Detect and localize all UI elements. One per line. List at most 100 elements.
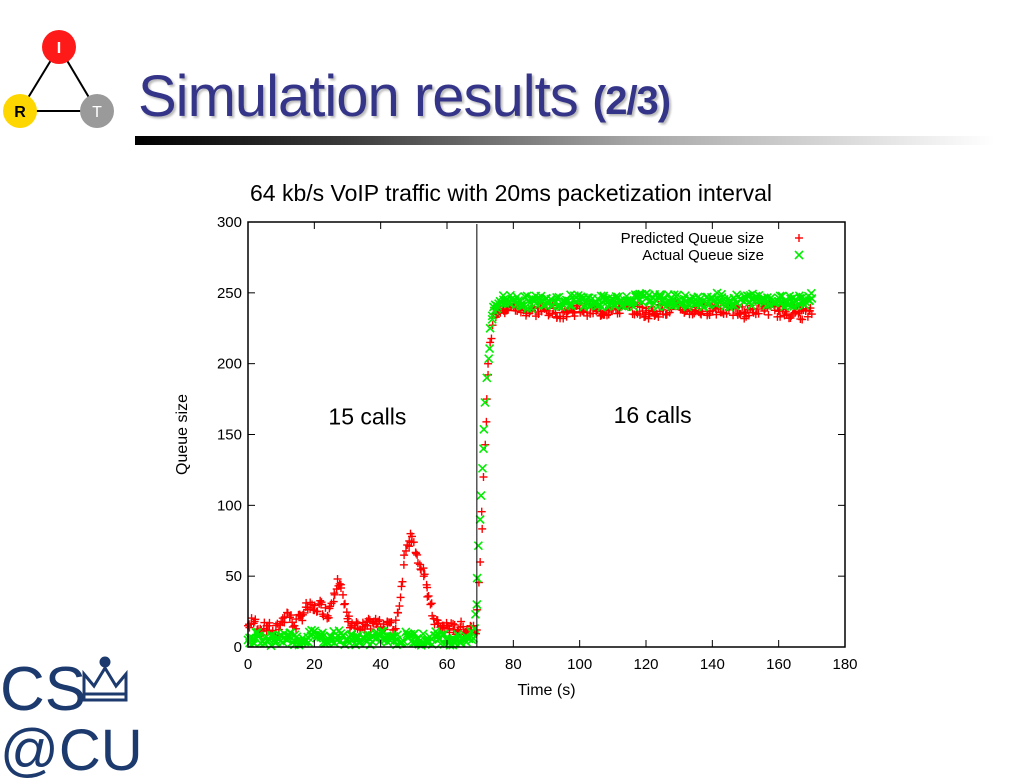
data-point — [503, 306, 512, 315]
data-point — [479, 424, 489, 434]
y-tick-label: 300 — [217, 214, 242, 231]
data-point — [751, 291, 761, 301]
data-point — [418, 629, 428, 639]
data-point — [249, 619, 258, 628]
data-point — [478, 524, 487, 533]
data-point — [439, 629, 449, 639]
data-point — [409, 629, 419, 639]
data-point — [457, 617, 466, 626]
y-tick-label: 100 — [217, 497, 242, 514]
data-point — [324, 613, 333, 622]
data-point — [386, 618, 395, 627]
data-point — [344, 617, 353, 626]
irt-logo: I R T — [3, 30, 114, 128]
data-point — [787, 312, 796, 321]
data-point — [391, 624, 400, 633]
data-point — [450, 620, 459, 629]
data-point — [245, 623, 254, 632]
data-point — [353, 619, 362, 628]
data-point — [426, 600, 435, 609]
data-point — [419, 572, 428, 581]
data-point — [333, 575, 342, 583]
x-tick-label: 20 — [306, 656, 323, 673]
x-axis-label: Time (s) — [517, 682, 575, 699]
data-point — [267, 630, 278, 640]
data-point — [744, 311, 753, 320]
data-point — [375, 615, 384, 624]
data-point — [777, 291, 787, 301]
data-point — [412, 549, 421, 558]
logo-node-top — [42, 30, 76, 64]
x-tick-label: 180 — [832, 656, 857, 673]
axis-ticks: 0 20 40 60 80 100 120 140 160 180 0 50 100 150 200 250 3… — [217, 214, 858, 673]
data-point — [251, 615, 260, 624]
data-point — [484, 370, 493, 379]
logo-letter-left: R — [14, 104, 26, 121]
data-point — [344, 612, 353, 621]
data-point — [292, 615, 301, 624]
data-point — [602, 311, 611, 320]
data-point — [807, 310, 816, 319]
data-point — [427, 599, 436, 608]
data-point — [479, 473, 488, 481]
data-point — [330, 590, 339, 599]
x-tick-label: 160 — [766, 656, 791, 673]
data-point — [559, 314, 568, 323]
data-point — [303, 637, 314, 647]
data-point — [468, 633, 479, 644]
legend-label-predicted: Predicted Queue size — [621, 230, 764, 247]
legend: Predicted Queue size Actual Queue size — [621, 230, 804, 264]
data-point — [340, 599, 349, 608]
logo-text-cs: CS — [0, 655, 86, 724]
data-point — [478, 444, 489, 454]
data-point — [484, 354, 494, 364]
data-point — [476, 558, 485, 566]
data-point — [387, 631, 397, 641]
data-point — [338, 590, 347, 599]
data-point — [602, 302, 613, 312]
data-point — [484, 359, 493, 368]
y-axis-label: Queue size — [174, 394, 191, 475]
data-point — [726, 300, 736, 310]
data-point — [754, 309, 763, 318]
x-tick-label: 40 — [372, 656, 389, 673]
data-point — [485, 323, 495, 333]
logo-text-at-cu: @CU — [0, 718, 140, 780]
data-point — [476, 491, 486, 501]
logo-node-left — [3, 94, 37, 128]
data-point — [329, 597, 338, 606]
data-point — [423, 583, 432, 592]
data-point — [399, 560, 408, 569]
data-point — [413, 550, 422, 559]
data-point — [364, 614, 373, 623]
data-point — [397, 582, 406, 591]
data-point — [323, 611, 332, 620]
data-point — [298, 610, 307, 619]
data-point — [523, 303, 533, 314]
x-tick-label: 80 — [505, 656, 522, 673]
logo-letter-top: I — [57, 40, 61, 57]
data-point — [396, 593, 405, 602]
data-point — [470, 609, 481, 619]
data-point — [310, 601, 319, 610]
legend-marker-predicted — [795, 234, 803, 242]
legend-marker-actual — [794, 250, 804, 260]
data-point — [482, 373, 492, 383]
data-point — [407, 532, 416, 541]
x-tick-label: 120 — [633, 656, 658, 673]
data-point — [421, 637, 432, 647]
data-point — [610, 299, 620, 309]
data-point — [395, 602, 404, 611]
data-point — [403, 541, 412, 549]
data-point — [265, 618, 274, 627]
data-point — [419, 564, 428, 573]
data-point — [286, 611, 295, 620]
data-point — [486, 338, 495, 347]
chart-title: 64 kb/s VoIP traffic with 20ms packetiza… — [250, 180, 773, 206]
slide-title-main: Simulation results — [138, 64, 579, 129]
title-divider — [135, 136, 995, 145]
data-point — [644, 314, 653, 323]
data-point — [423, 592, 432, 601]
data-point — [615, 309, 624, 318]
